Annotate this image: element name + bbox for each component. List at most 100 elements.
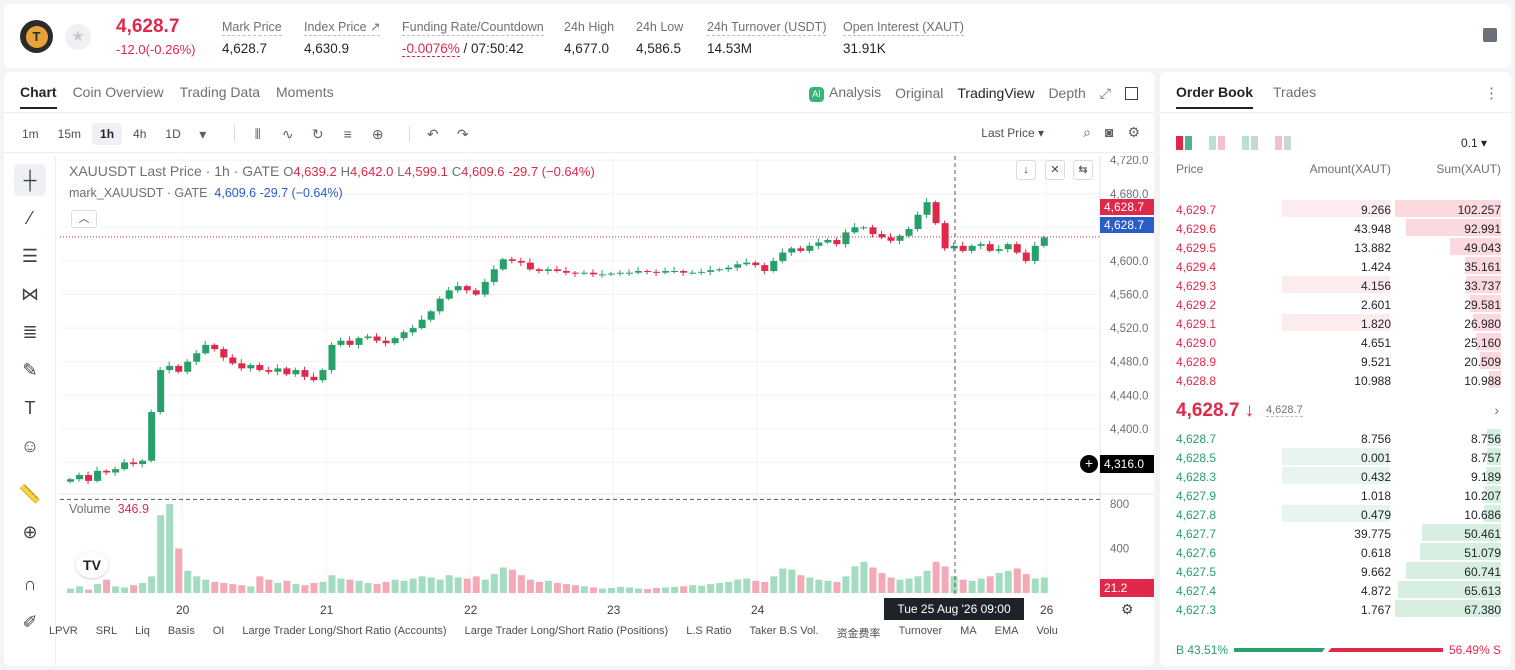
bid-row[interactable]: 4,628.7 8.756 8.756 bbox=[1160, 429, 1511, 448]
zoom-in-icon[interactable]: ⊕ bbox=[22, 522, 38, 542]
ask-row[interactable]: 4,629.4 1.424 35.161 bbox=[1160, 257, 1511, 276]
ask-row[interactable]: 4,629.0 4.651 25.160 bbox=[1160, 333, 1511, 352]
indicator-3[interactable]: Basis bbox=[167, 625, 195, 637]
more-icon[interactable]: ⋮ bbox=[1484, 85, 1499, 102]
asks-bids-icon[interactable] bbox=[1242, 136, 1258, 150]
ask-row[interactable]: 4,628.8 10.988 10.988 bbox=[1160, 371, 1511, 390]
tab-tradingview[interactable]: TradingView bbox=[957, 85, 1035, 101]
indicator-2[interactable]: Liq bbox=[135, 625, 150, 637]
refresh-icon[interactable]: ↻ bbox=[311, 125, 324, 142]
tab-trading-data[interactable]: Trading Data bbox=[179, 84, 261, 100]
price-type-select[interactable]: Last Price ▾ bbox=[981, 126, 1044, 140]
both-sides-icon[interactable] bbox=[1176, 136, 1192, 150]
ask-row[interactable]: 4,629.2 2.601 29.581 bbox=[1160, 295, 1511, 314]
magnet-icon[interactable]: ∩ bbox=[23, 574, 37, 594]
indicator-1[interactable]: SRL bbox=[95, 625, 118, 637]
indicator-10[interactable]: Turnover bbox=[898, 625, 943, 637]
stat-index-price[interactable]: Index Price ↗ 4,630.9 bbox=[304, 20, 381, 56]
ask-row[interactable]: 4,629.6 43.948 92.991 bbox=[1160, 219, 1511, 238]
indicator-5[interactable]: Large Trader Long/Short Ratio (Accounts) bbox=[242, 625, 447, 637]
tf-1h[interactable]: 1h bbox=[92, 123, 123, 145]
ask-row[interactable]: 4,628.9 9.521 20.509 bbox=[1160, 352, 1511, 371]
stat-funding-rate[interactable]: Funding Rate/Countdown -0.0076% / 07:50:4… bbox=[402, 20, 544, 57]
undo-icon[interactable]: ↶ bbox=[426, 125, 439, 142]
chevron-right-icon[interactable]: › bbox=[1494, 402, 1499, 418]
crosshair-icon[interactable]: ┼ bbox=[14, 164, 46, 196]
indicator-6[interactable]: Large Trader Long/Short Ratio (Positions… bbox=[464, 625, 669, 637]
search-icon[interactable]: ⌕ bbox=[1083, 124, 1091, 140]
price-chart[interactable]: 4,720.04,680.04,640.04,600.04,560.04,520… bbox=[60, 156, 1154, 626]
pencil-lock-icon[interactable]: ✐ bbox=[22, 612, 38, 632]
layout-square-icon[interactable] bbox=[1125, 86, 1138, 100]
bid-row[interactable]: 4,627.6 0.618 51.079 bbox=[1160, 543, 1511, 562]
bid-row[interactable]: 4,627.3 1.767 67.380 bbox=[1160, 600, 1511, 619]
indicator-8[interactable]: Taker B.S Vol. bbox=[749, 625, 819, 637]
brush-icon[interactable]: ✎ bbox=[22, 360, 38, 380]
bids-only-icon[interactable] bbox=[1209, 136, 1225, 150]
notebook-icon[interactable] bbox=[1483, 28, 1497, 42]
fib-icon[interactable]: ≣ bbox=[22, 322, 38, 342]
tf-1m[interactable]: 1m bbox=[22, 127, 39, 141]
indicator-12[interactable]: EMA bbox=[994, 625, 1019, 637]
tab-chart[interactable]: Chart bbox=[20, 84, 57, 109]
indicator-4[interactable]: OI bbox=[212, 625, 225, 637]
bid-row[interactable]: 4,627.8 0.479 10.686 bbox=[1160, 505, 1511, 524]
add-alert-icon[interactable]: + bbox=[1080, 455, 1098, 473]
tab-coin-overview[interactable]: Coin Overview bbox=[72, 84, 164, 100]
favorite-star-icon[interactable]: ★ bbox=[65, 24, 91, 50]
axis-settings-icon[interactable]: ⚙ bbox=[1121, 601, 1134, 617]
tab-original[interactable]: Original bbox=[895, 85, 944, 101]
chevron-down-icon[interactable]: ▾ bbox=[199, 125, 207, 142]
bid-row[interactable]: 4,627.5 9.662 60.741 bbox=[1160, 562, 1511, 581]
candle-body bbox=[589, 272, 597, 275]
ruler-icon[interactable]: 📏 bbox=[18, 484, 42, 504]
expand-icon[interactable]: ⤢ bbox=[1099, 84, 1111, 101]
stat-open-interest[interactable]: Open Interest (XAUT) 31.91K bbox=[843, 20, 964, 56]
bid-row[interactable]: 4,628.3 0.432 9.189 bbox=[1160, 467, 1511, 486]
collapse-legend-button[interactable]: ︿ bbox=[71, 210, 97, 228]
ask-row[interactable]: 4,629.5 13.882 49.043 bbox=[1160, 238, 1511, 257]
tf-1d[interactable]: 1D bbox=[165, 127, 181, 141]
tf-4h[interactable]: 4h bbox=[133, 127, 147, 141]
candle-type-icon[interactable]: ⫴ bbox=[254, 125, 261, 142]
camera-icon[interactable]: ◙ bbox=[1104, 124, 1114, 140]
trend-line-icon[interactable]: ⁄ bbox=[28, 208, 32, 228]
ask-row[interactable]: 4,629.3 4.156 33.737 bbox=[1160, 276, 1511, 295]
pattern-icon[interactable]: ⋈ bbox=[21, 284, 39, 304]
bid-row[interactable]: 4,628.5 0.001 8.757 bbox=[1160, 448, 1511, 467]
bid-row[interactable]: 4,627.7 39.775 50.461 bbox=[1160, 524, 1511, 543]
scroll-down-icon[interactable]: ↓ bbox=[1016, 160, 1036, 180]
indicators-icon[interactable]: ∿ bbox=[281, 125, 294, 142]
asks-only-icon[interactable] bbox=[1275, 136, 1291, 150]
bid-row[interactable]: 4,627.9 1.018 10.207 bbox=[1160, 486, 1511, 505]
tab-analysis[interactable]: AI Analysis bbox=[809, 84, 881, 102]
tab-moments[interactable]: Moments bbox=[276, 84, 334, 100]
add-icon[interactable]: ⊕ bbox=[371, 125, 384, 142]
indicator-7[interactable]: L.S Ratio bbox=[686, 625, 732, 637]
horizontal-lines-icon[interactable]: ☰ bbox=[21, 246, 39, 266]
tab-trades[interactable]: Trades bbox=[1273, 84, 1317, 100]
tradingview-logo[interactable]: TV bbox=[76, 552, 108, 578]
indicator-9[interactable]: 资金费率 bbox=[836, 628, 881, 640]
swap-icon[interactable]: ⇆ bbox=[1073, 160, 1093, 180]
stat-mark-price[interactable]: Mark Price 4,628.7 bbox=[222, 20, 282, 56]
candle-body bbox=[914, 214, 922, 230]
gear-icon[interactable]: ⚙ bbox=[1127, 124, 1140, 140]
tab-depth[interactable]: Depth bbox=[1048, 85, 1086, 101]
candle-body bbox=[76, 475, 84, 480]
redo-icon[interactable]: ↷ bbox=[456, 125, 469, 142]
template-icon[interactable]: ≡ bbox=[343, 126, 352, 142]
tf-15m[interactable]: 15m bbox=[57, 127, 82, 141]
bid-row[interactable]: 4,627.4 4.872 65.613 bbox=[1160, 581, 1511, 600]
stat-24h-turnover[interactable]: 24h Turnover (USDT) 14.53M bbox=[707, 20, 827, 56]
price-step-select[interactable]: 0.1 ▾ bbox=[1460, 136, 1487, 150]
ask-row[interactable]: 4,629.1 1.820 26.980 bbox=[1160, 314, 1511, 333]
indicator-13[interactable]: Volu bbox=[1036, 625, 1058, 637]
emoji-icon[interactable]: ☺ bbox=[20, 436, 40, 456]
ask-row[interactable]: 4,629.7 9.266 102.257 bbox=[1160, 200, 1511, 219]
indicator-11[interactable]: MA bbox=[960, 625, 977, 637]
compress-icon[interactable]: ✕ bbox=[1045, 160, 1065, 180]
text-icon[interactable]: T bbox=[24, 398, 36, 418]
indicator-0[interactable]: LPVR bbox=[49, 625, 78, 637]
tab-order-book[interactable]: Order Book bbox=[1176, 84, 1254, 109]
